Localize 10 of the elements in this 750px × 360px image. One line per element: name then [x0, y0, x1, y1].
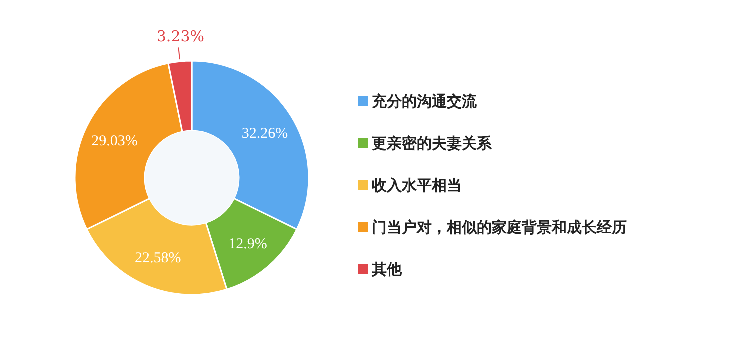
data-label: 29.03% [92, 133, 138, 150]
legend-label: 门当户对，相似的家庭背景和成长经历 [372, 218, 627, 236]
data-label: 12.9% [228, 236, 268, 253]
data-label: 32.26% [242, 126, 288, 142]
data-label: 22.58% [134, 250, 182, 266]
legend-label: 充分的沟通交流 [371, 92, 478, 110]
legend-label: 收入水平相当 [372, 176, 462, 194]
legend-label: 其他 [371, 260, 403, 278]
legend-label: 更亲密的夫妻关系 [372, 134, 493, 152]
data-label: 3.23% [156, 28, 205, 46]
